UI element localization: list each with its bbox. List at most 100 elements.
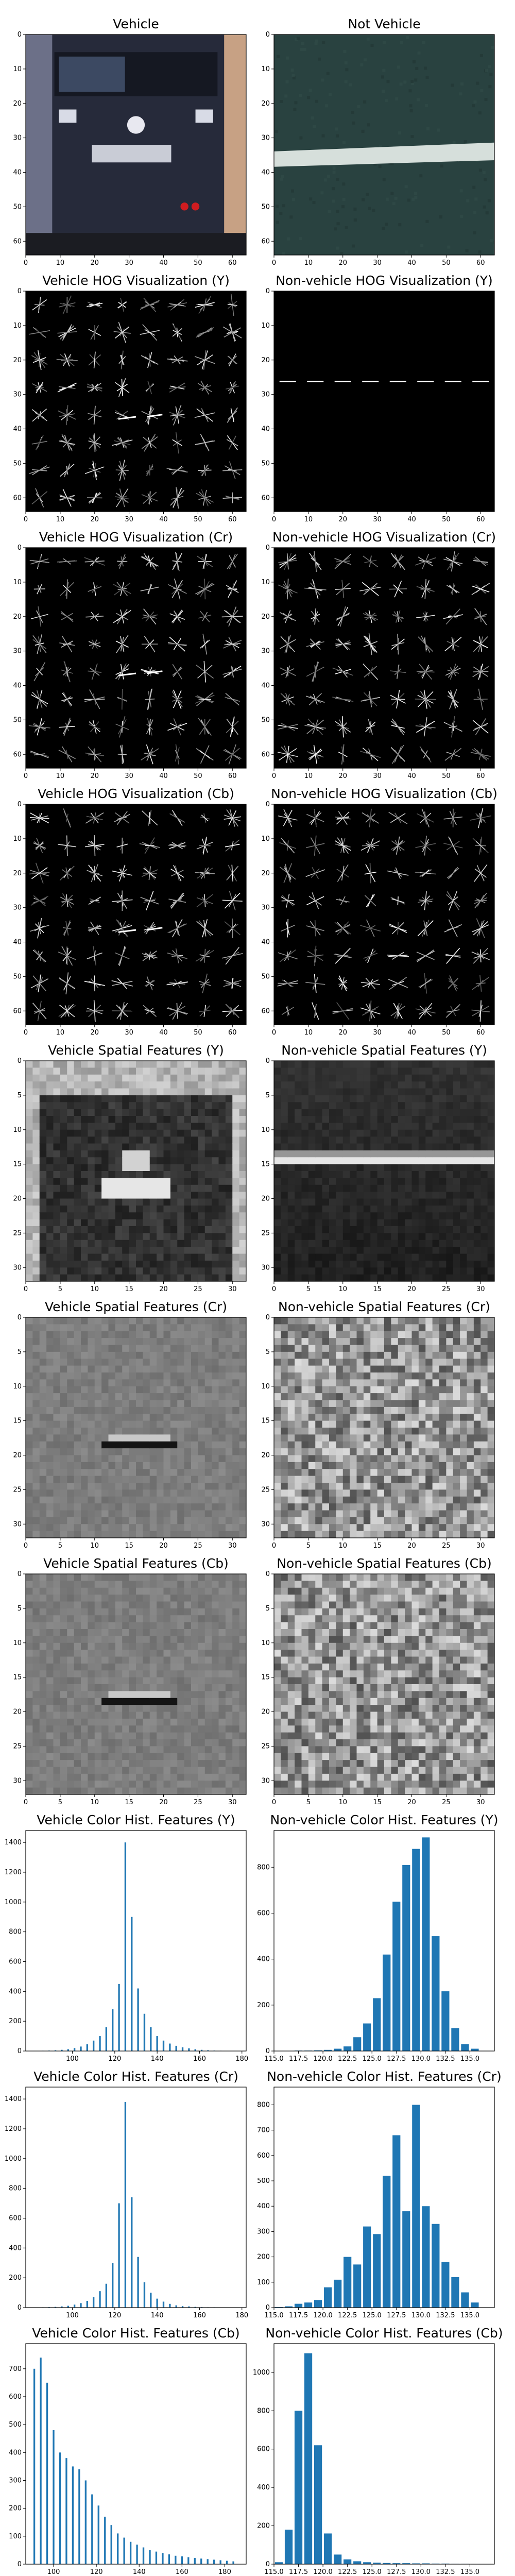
image-pixels — [26, 804, 246, 1025]
y-tick-label: 15 — [13, 1674, 22, 1682]
y-tick-label: 0 — [18, 287, 22, 295]
x-tick-label: 5 — [306, 1285, 311, 1293]
axes-frame — [25, 2087, 247, 2308]
x-tick-label: 0 — [24, 772, 28, 780]
x-tick-label: 132.5 — [436, 2312, 455, 2319]
histogram-bar — [104, 2516, 106, 2564]
histogram-bar — [353, 2264, 362, 2308]
histogram-bar — [162, 2040, 165, 2051]
x-tick-label: 20 — [159, 1542, 168, 1550]
x-tick-label: 30 — [373, 772, 382, 780]
histogram-bar — [344, 2046, 352, 2051]
y-tick-label: 30 — [13, 1264, 22, 1272]
y-tick-label: 0 — [266, 2047, 270, 2055]
y-tick-label: 50 — [13, 973, 22, 980]
histogram-bar — [451, 2277, 459, 2308]
x-tick-label: 25 — [194, 1799, 202, 1806]
axes-frame — [273, 291, 495, 512]
x-tick-label: 130.0 — [411, 2312, 431, 2319]
histogram-bar — [402, 2211, 410, 2308]
x-tick-label: 0 — [24, 1029, 28, 1037]
x-tick-label: 60 — [476, 516, 485, 523]
x-tick-label: 40 — [159, 772, 168, 780]
histogram-bar — [86, 2044, 88, 2051]
y-tick-label: 20 — [13, 1708, 22, 1716]
x-tick-label: 180 — [235, 2312, 248, 2319]
histogram-bar — [412, 1849, 420, 2051]
x-tick-label: 125.0 — [363, 2055, 382, 2063]
histogram-bar — [143, 2013, 146, 2051]
histogram-bar — [373, 2563, 381, 2564]
y-tick-label: 30 — [13, 648, 22, 655]
panel-title: Not Vehicle — [348, 16, 420, 31]
histogram-bar — [54, 2307, 57, 2308]
histogram-bar — [78, 2469, 80, 2564]
histogram-bar — [112, 2263, 114, 2308]
panel-title: Non-vehicle Color Hist. Features (Y) — [270, 1812, 498, 1827]
x-tick-label: 60 — [476, 772, 485, 780]
x-tick-label: 0 — [24, 1542, 28, 1550]
x-tick-label: 15 — [125, 1799, 133, 1806]
image-pixels — [274, 1317, 494, 1538]
y-tick-label: 50 — [13, 203, 22, 211]
x-tick-label: 5 — [58, 1285, 62, 1293]
axes-frame — [273, 1060, 495, 1282]
histogram-bar — [344, 2559, 352, 2564]
histogram-bar — [112, 2009, 114, 2051]
y-tick-label: 10 — [261, 1639, 270, 1647]
histogram-bar — [232, 2561, 234, 2564]
x-tick-label: 50 — [194, 772, 202, 780]
x-tick-label: 115.0 — [264, 2312, 283, 2319]
histogram-bar — [155, 2551, 158, 2564]
y-tick-label: 10 — [261, 835, 270, 843]
x-tick-label: 5 — [306, 1799, 311, 1806]
y-tick-label: 800 — [9, 1928, 22, 1936]
panel-title: Non-vehicle HOG Visualization (Y) — [276, 273, 493, 288]
x-tick-label: 140 — [151, 2055, 164, 2063]
x-tick-label: 30 — [125, 516, 133, 523]
axes-frame — [25, 1317, 247, 1538]
axes-frame — [273, 1830, 495, 2052]
y-tick-label: 5 — [266, 1092, 270, 1099]
histogram-bar — [334, 2279, 342, 2308]
histogram-bar — [59, 2452, 61, 2564]
x-tick-label: 50 — [442, 1029, 451, 1037]
y-tick-label: 40 — [13, 169, 22, 177]
histogram-bar — [65, 2458, 67, 2564]
panel-non-vehicle-hog-visualization-y: Non-vehicle HOG Visualization (Y) 0 10 20 30… — [261, 273, 495, 523]
y-tick-label: 60 — [13, 238, 22, 245]
panel-non-vehicle-hog-visualization-cr: Non-vehicle HOG Visualization (Cr)0 10 20 3… — [261, 530, 496, 780]
histogram-bar — [53, 2430, 55, 2564]
axes-frame — [25, 547, 247, 769]
x-tick-label: 60 — [228, 516, 237, 523]
x-tick-label: 10 — [304, 1029, 313, 1037]
axes-frame — [273, 1317, 495, 1538]
y-tick-label: 0 — [18, 801, 22, 808]
histogram-bar — [294, 2411, 303, 2564]
y-tick-label: 50 — [261, 203, 270, 211]
x-tick-label: 25 — [442, 1542, 451, 1550]
y-tick-label: 0 — [266, 2304, 270, 2312]
panel-non-vehicle-spatial-features-cr: Non-vehicle Spatial Features (Cr) 0 5 10 15 2… — [261, 1299, 495, 1550]
histogram-bar — [441, 2262, 450, 2308]
y-tick-label: 30 — [13, 134, 22, 142]
x-tick-label: 20 — [159, 1799, 168, 1806]
y-tick-label: 40 — [261, 682, 270, 690]
y-tick-label: 50 — [13, 716, 22, 724]
y-tick-label: 600 — [9, 2214, 22, 2222]
y-tick-label: 0 — [266, 287, 270, 295]
x-tick-label: 25 — [442, 1285, 451, 1293]
x-tick-label: 60 — [228, 1029, 237, 1037]
x-tick-label: 5 — [306, 1542, 311, 1550]
histogram-bar — [383, 2563, 391, 2564]
histogram-bar — [314, 2445, 322, 2564]
x-tick-label: 20 — [90, 259, 99, 267]
image-pixels — [26, 1574, 246, 1794]
panel-title: Vehicle HOG Visualization (Cr) — [39, 530, 233, 545]
x-tick-label: 135.0 — [460, 2568, 479, 2576]
axes-frame — [273, 1573, 495, 1795]
image-pixels — [274, 1061, 494, 1281]
x-tick-label: 120 — [108, 2312, 121, 2319]
x-tick-label: 30 — [373, 516, 382, 523]
